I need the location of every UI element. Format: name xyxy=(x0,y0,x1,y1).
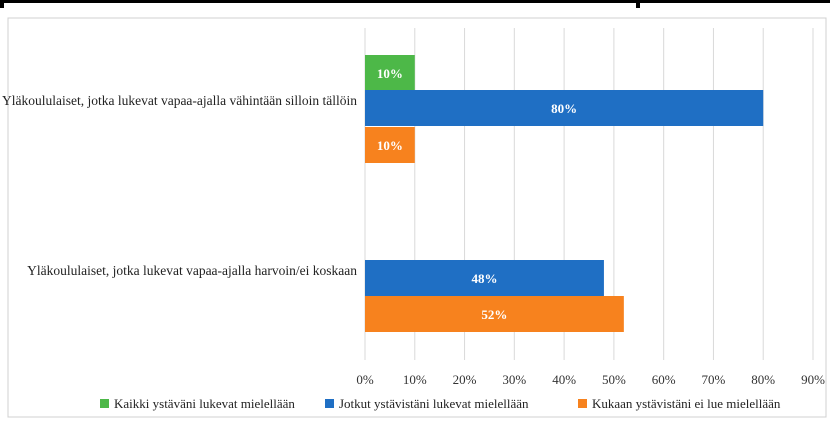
legend-label: Kaikki ystäväni lukevat mielellään xyxy=(114,396,295,411)
x-tick-label: 0% xyxy=(356,372,374,387)
x-tick-label: 40% xyxy=(552,372,576,387)
bars xyxy=(365,55,764,332)
bar xyxy=(365,260,604,296)
legend: Kaikki ystäväni lukevat mielellään Jotkut… xyxy=(100,396,781,411)
x-tick-label: 60% xyxy=(652,372,676,387)
legend-swatch xyxy=(100,399,109,408)
data-label: 10% xyxy=(377,138,403,153)
bar xyxy=(365,127,415,163)
legend-label: Jotkut ystävistäni lukevat mielellään xyxy=(339,396,529,411)
x-tick-label: 10% xyxy=(403,372,427,387)
x-tick-label: 70% xyxy=(702,372,726,387)
x-tick-label: 90% xyxy=(801,372,825,387)
x-tick-label: 30% xyxy=(502,372,526,387)
category-label: Yläkoululaiset, jotka lukevat vapaa-ajal… xyxy=(2,93,357,108)
cropped-title-fragment xyxy=(636,0,640,8)
legend-swatch xyxy=(325,399,334,408)
cropped-title-fragment xyxy=(0,0,4,8)
legend-swatch xyxy=(578,399,587,408)
legend-label: Kukaan ystävistäni ei lue mielellään xyxy=(592,396,781,411)
x-tick-label: 50% xyxy=(602,372,626,387)
data-label: 48% xyxy=(471,271,497,286)
data-label: 52% xyxy=(481,307,507,322)
bar xyxy=(365,55,415,91)
x-tick-label: 20% xyxy=(453,372,477,387)
category-label: Yläkoululaiset, jotka lukevat vapaa-ajal… xyxy=(27,263,357,278)
cropped-title-fragment xyxy=(0,0,830,3)
x-tick-label: 80% xyxy=(751,372,775,387)
data-label: 80% xyxy=(551,101,577,116)
bar xyxy=(365,90,764,126)
bar xyxy=(365,296,624,332)
data-label: 10% xyxy=(377,66,403,81)
chart-frame xyxy=(7,17,827,418)
labels: 0% 10% 20% 30% 40% 50% 60% 70% 80% 90% Yläkoululai… xyxy=(2,66,825,387)
